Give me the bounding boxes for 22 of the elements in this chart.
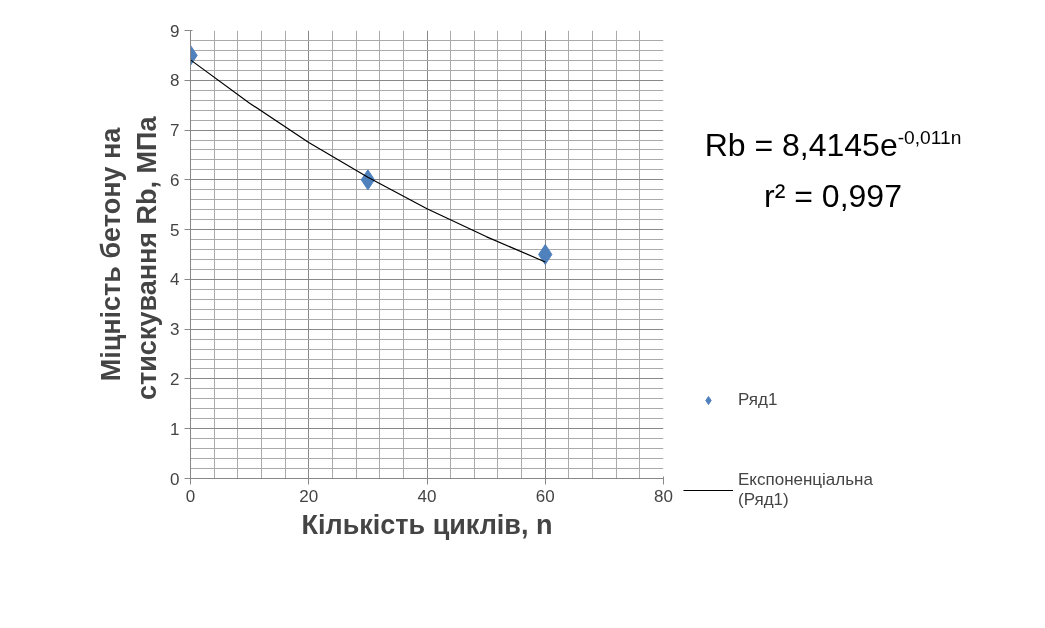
x-axis-title: Кількість циклів, n xyxy=(301,509,553,540)
text: Rb = 8,4145e$^{-0,011n}$ xyxy=(704,126,962,165)
y-tick-label: 4 xyxy=(170,270,180,290)
y-axis-title: Міцність бетону на стискування Rb, МПа xyxy=(96,115,163,400)
x-tick-label: 40 xyxy=(417,486,437,506)
y-tick-label: 5 xyxy=(170,220,180,240)
x-tick-label: 20 xyxy=(299,486,319,506)
x-tick-label: 80 xyxy=(654,486,673,506)
point xyxy=(538,244,553,265)
x-tick-label: 0 xyxy=(185,486,196,506)
y-tick-label: 0 xyxy=(170,469,180,489)
y-tick-label: 6 xyxy=(170,170,180,190)
x-tick-label: 60 xyxy=(535,486,555,506)
legend-label: Ряд1 xyxy=(738,390,778,410)
y-tick-label: 8 xyxy=(170,71,180,91)
text: r² = 0,997 xyxy=(763,177,903,217)
y-tick-label: 7 xyxy=(170,121,180,141)
legend-label: Експоненціальна (Ряд1) xyxy=(738,470,873,510)
y-tick-label: 2 xyxy=(170,369,180,389)
y-tick-label: 3 xyxy=(170,320,180,340)
y-tick-label: 1 xyxy=(170,419,180,439)
y-tick-label: 9 xyxy=(170,21,180,41)
